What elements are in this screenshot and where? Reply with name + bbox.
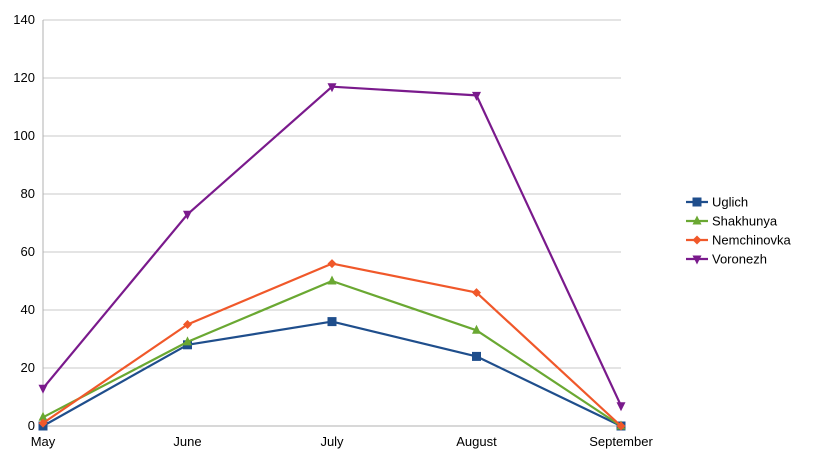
legend-label: Uglich [712, 195, 748, 210]
legend-entry: Voronezh [686, 252, 767, 267]
data-point [472, 288, 481, 298]
data-point [472, 351, 481, 361]
data-point [327, 275, 337, 285]
data-point [38, 411, 48, 421]
y-tick-label: 140 [13, 12, 35, 27]
y-axis-tick-labels: 0 20 40 60 80 100 120 140 [13, 12, 35, 433]
legend-label: Nemchinovka [712, 233, 792, 248]
y-tick-label: 120 [13, 70, 35, 85]
data-point [38, 384, 48, 394]
legend-marker [692, 197, 702, 207]
data-point [38, 418, 48, 428]
legend-marker [692, 215, 702, 225]
legend-marker [692, 235, 702, 245]
x-tick-label: September [589, 434, 653, 449]
legend-entry: Nemchinovka [686, 233, 792, 248]
y-tick-label: 20 [21, 360, 35, 375]
data-point [472, 324, 481, 334]
data-point [327, 259, 337, 269]
legend-label: Voronezh [712, 252, 767, 267]
data-point [183, 210, 192, 220]
y-tick-label: 0 [28, 418, 35, 433]
data-point [327, 83, 337, 93]
series-group [38, 83, 626, 431]
x-axis-tick-labels: May June July August September [31, 434, 654, 449]
x-tick-label: May [31, 434, 56, 449]
y-tick-label: 80 [21, 186, 35, 201]
series-shakhunya [38, 275, 626, 430]
legend-label: Shakhunya [712, 214, 778, 229]
y-tick-label: 100 [13, 128, 35, 143]
x-tick-label: July [320, 434, 344, 449]
series-line [42, 320, 622, 427]
axes [42, 20, 621, 427]
legend-marker [692, 255, 702, 265]
x-tick-label: August [456, 434, 497, 449]
series-line [42, 262, 622, 427]
legend-entry: Shakhunya [686, 214, 778, 229]
data-point [472, 91, 481, 101]
series-nemchinovka [38, 259, 626, 431]
legend-entry: Uglich [686, 195, 748, 210]
series-line [42, 85, 622, 407]
data-point [183, 336, 192, 346]
legend: Uglich Shakhunya Nemchinovka Voronezh [686, 195, 792, 267]
y-tick-label: 40 [21, 302, 35, 317]
data-point [183, 320, 192, 329]
series-voronezh [38, 83, 626, 412]
data-point [616, 421, 626, 431]
data-point [327, 317, 337, 327]
y-tick-label: 60 [21, 244, 35, 259]
series-line [42, 279, 622, 427]
data-point [616, 402, 626, 412]
x-tick-label: June [173, 434, 201, 449]
